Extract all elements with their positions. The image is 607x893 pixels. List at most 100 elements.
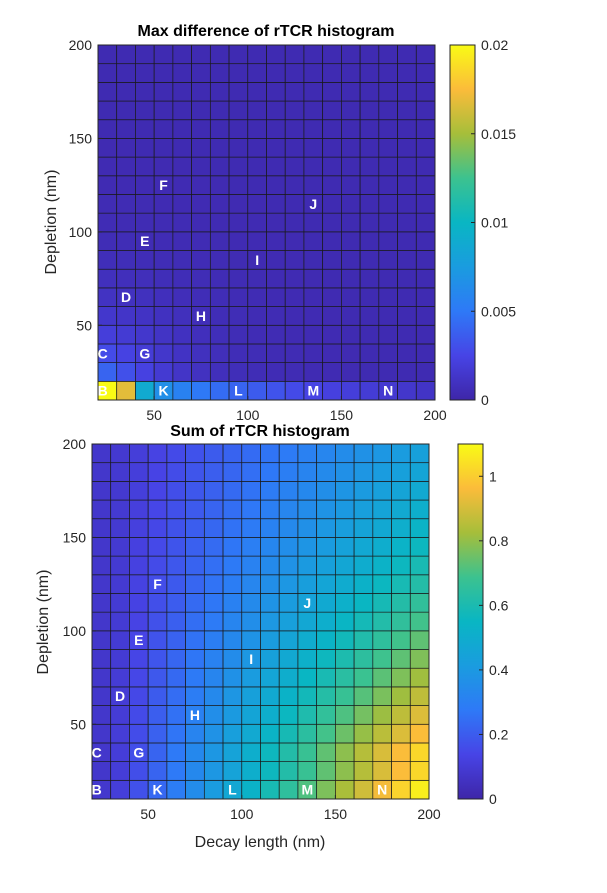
heatmap-cell (353, 742, 374, 762)
heatmap-cell (110, 667, 130, 688)
annotation-label: I (249, 651, 253, 667)
plot-frame (91, 443, 430, 800)
colorbar-tick-label: 0 (481, 392, 489, 408)
heatmap-cell (284, 306, 305, 326)
heatmap-cell (116, 380, 136, 401)
heatmap-cell (353, 611, 374, 632)
heatmap-cell (415, 287, 436, 307)
heatmap-cell (209, 212, 230, 233)
heatmap-cell (359, 194, 380, 214)
heatmap-cell (378, 231, 398, 251)
heatmap-cell (153, 82, 174, 102)
heatmap-cell (185, 761, 205, 781)
heatmap-cell (260, 499, 280, 520)
heatmap-cell (247, 380, 267, 401)
heatmap-cell (316, 555, 336, 576)
heatmap-cell (266, 82, 286, 102)
heatmap-cell (110, 443, 130, 464)
heatmap-cell (316, 667, 336, 688)
heatmap-cell (241, 611, 261, 632)
heatmap-cell (135, 156, 155, 177)
heatmap-cell (97, 306, 118, 326)
heatmap-cell (353, 537, 374, 557)
heatmap-cell (153, 268, 174, 289)
heatmap-cell (378, 175, 398, 195)
heatmap-cell (303, 119, 324, 139)
heatmap-cell (297, 574, 318, 594)
heatmap-cell (391, 686, 411, 706)
heatmap-cell (260, 779, 280, 800)
heatmap-cell (97, 362, 118, 382)
heatmap-cell (191, 194, 211, 214)
heatmap-cell (266, 231, 286, 251)
heatmap-cell (203, 518, 224, 538)
heatmap-cell (209, 119, 230, 139)
heatmap-cell (153, 250, 174, 270)
colorbar-tick-label: 0.6 (489, 597, 509, 613)
heatmap-cell (409, 481, 430, 501)
heatmap-cell (322, 63, 342, 83)
heatmap-cell (129, 649, 149, 669)
heatmap-cell (116, 194, 136, 214)
heatmap-cell (266, 250, 286, 270)
heatmap-cell (409, 443, 430, 464)
heatmap-cell (153, 119, 174, 139)
heatmap-cell (341, 194, 361, 214)
heatmap-cell (284, 380, 305, 401)
heatmap-cell (97, 194, 118, 214)
heatmap-cell (222, 555, 243, 576)
heatmap-cell (116, 268, 136, 289)
x-tick-label: 100 (230, 806, 254, 822)
heatmap-cell (353, 593, 374, 613)
heatmap-cell (378, 250, 398, 270)
heatmap-cell (166, 462, 186, 482)
heatmap-cell (335, 742, 355, 762)
heatmap-cell (153, 194, 174, 214)
annotation-label: E (140, 233, 149, 249)
heatmap-cell (415, 63, 436, 83)
heatmap-cell (241, 518, 261, 538)
heatmap-cell (415, 156, 436, 177)
heatmap-cell (284, 194, 305, 214)
heatmap-cell (172, 156, 192, 177)
heatmap-cell (322, 156, 342, 177)
heatmap-cell (135, 324, 155, 345)
heatmap-cell (335, 499, 355, 520)
heatmap-cell (322, 268, 342, 289)
annotations: B C D E F G H I J K L M N (92, 576, 388, 798)
heatmap-cell (266, 268, 286, 289)
heatmap-cell (297, 537, 318, 557)
heatmap-cell (359, 287, 380, 307)
heatmap-cell (97, 44, 118, 65)
heatmap-cell (166, 761, 186, 781)
heatmap-cell (228, 194, 249, 214)
heatmap-cell (266, 156, 286, 177)
heatmap-cell (110, 611, 130, 632)
heatmap-cell (241, 481, 261, 501)
heatmap-cell (97, 63, 118, 83)
heatmap-cell (147, 462, 168, 482)
heatmap-cell (110, 761, 130, 781)
heatmap-cell (110, 555, 130, 576)
heatmap-cell (266, 306, 286, 326)
heatmap-cell (341, 63, 361, 83)
heatmap-cell (303, 324, 324, 345)
heatmap-cell (247, 119, 267, 139)
heatmap-cell (266, 119, 286, 139)
heatmap-cell (322, 324, 342, 345)
heatmap-cell (372, 723, 392, 744)
heatmap-cell (166, 723, 186, 744)
heatmap-cell (116, 306, 136, 326)
heatmap-cell (391, 555, 411, 576)
heatmap-cell (322, 287, 342, 307)
annotation-label: B (98, 383, 108, 399)
heatmap-cell (266, 212, 286, 233)
heatmap-cell (397, 175, 417, 195)
heatmap-cell (284, 362, 305, 382)
heatmap-cell (185, 630, 205, 650)
heatmap-cell (297, 742, 318, 762)
heatmap-cell (316, 611, 336, 632)
heatmap-cell (116, 63, 136, 83)
heatmap-cell (353, 555, 374, 576)
heatmap-cell (397, 138, 417, 158)
